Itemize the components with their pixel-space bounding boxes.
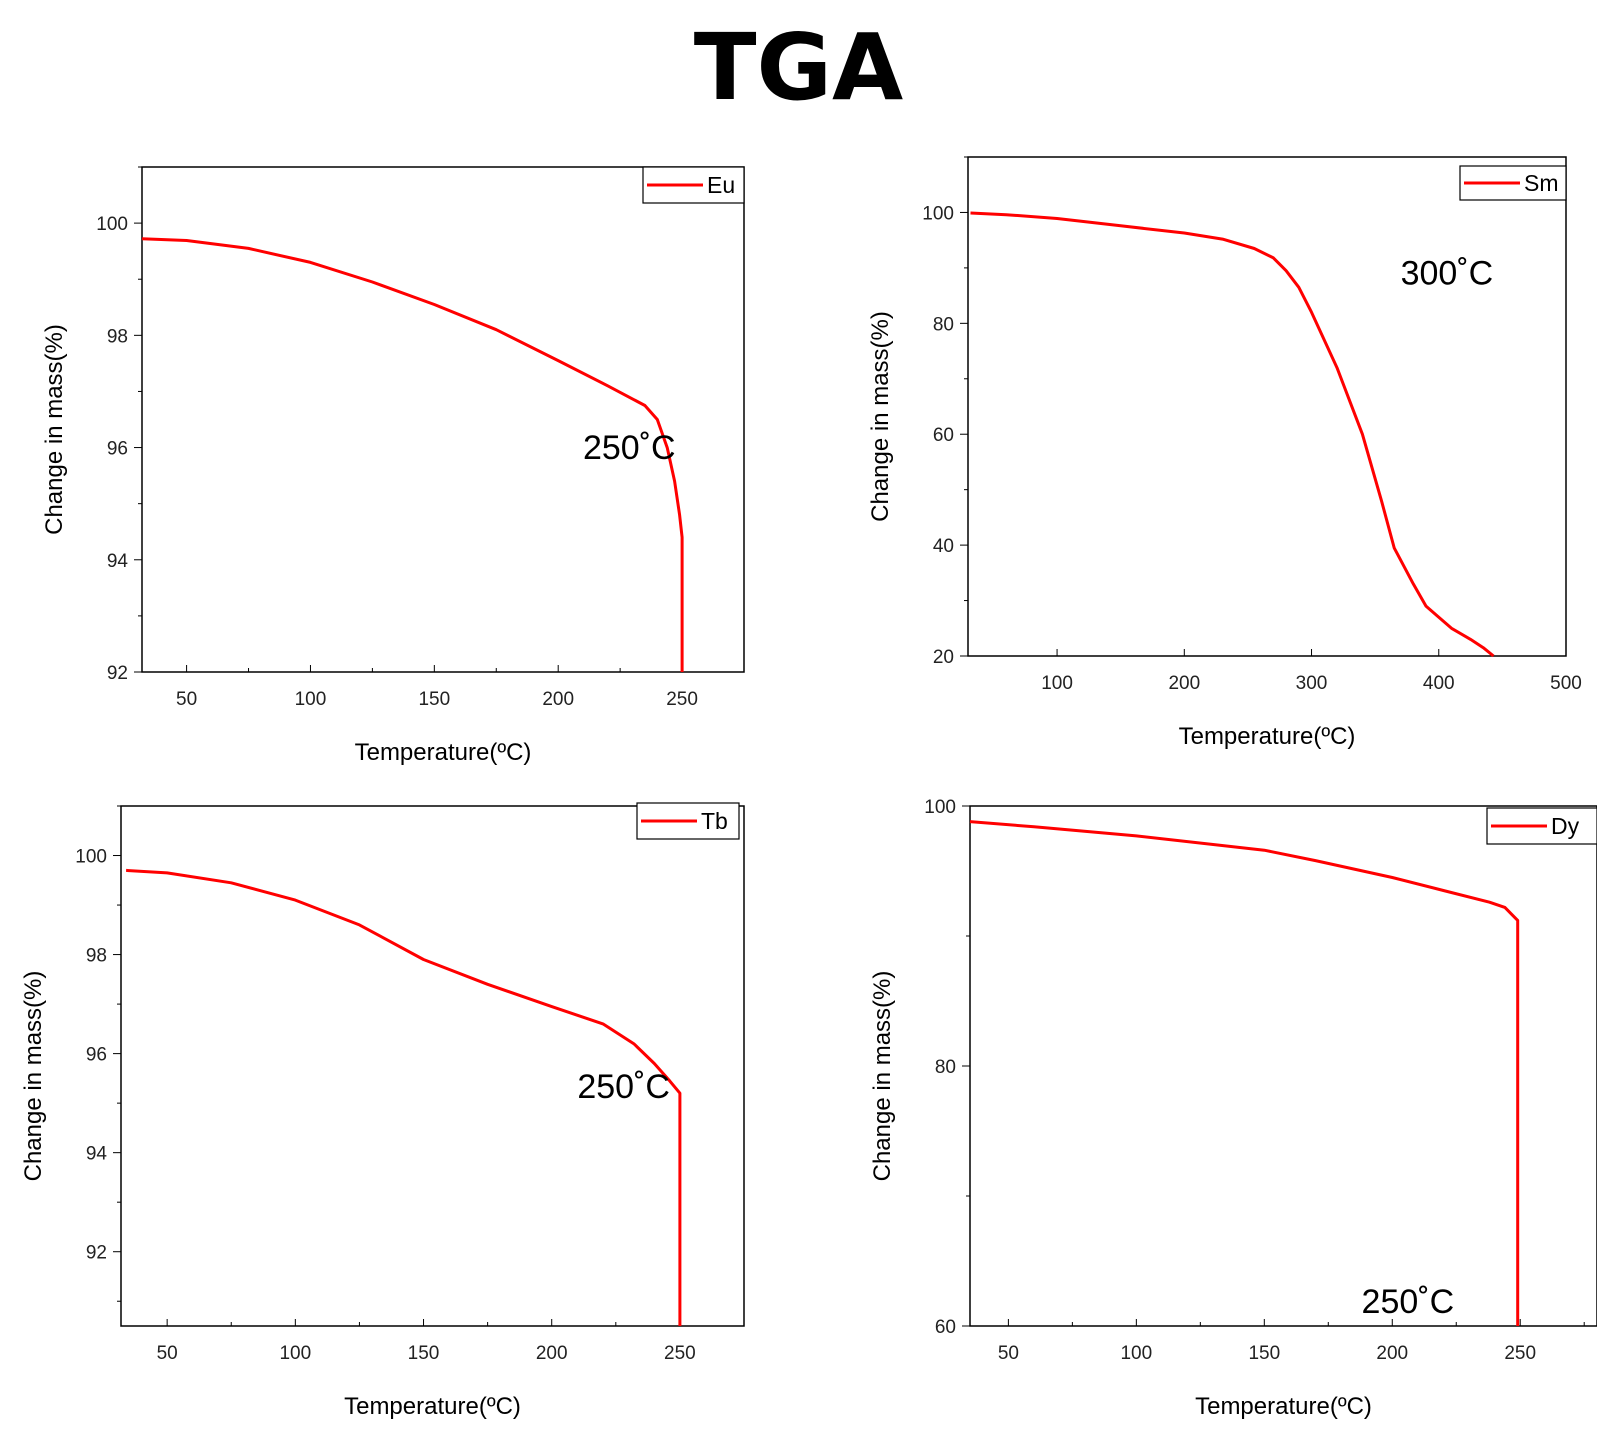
- chart-0-x-tick-label: 250: [666, 689, 698, 710]
- chart-3-legend-label: Dy: [1551, 813, 1580, 839]
- chart-0-x-tick-label: 200: [542, 689, 574, 710]
- chart-3-y-axis-title: Change in mass(%): [869, 971, 896, 1182]
- chart-0-x-tick-label: 100: [295, 689, 327, 710]
- chart-0-x-tick-label: 150: [418, 689, 450, 710]
- chart-2-legend-label: Tb: [701, 808, 728, 834]
- chart-1-legend-label: Sm: [1524, 170, 1559, 196]
- chart-2-y-tick-label: 92: [86, 1243, 107, 1264]
- chart-0-plot-frame: [141, 166, 745, 673]
- chart-2-plot-frame: [120, 805, 745, 1327]
- chart-0-legend-label: Eu: [707, 172, 735, 198]
- chart-1-x-tick-label: 200: [1168, 673, 1200, 694]
- chart-3-x-tick-label: 50: [998, 1343, 1019, 1364]
- chart-1-y-tick-label: 100: [922, 203, 954, 224]
- chart-1-annotation: 300˚C: [1401, 255, 1494, 293]
- chart-0-annotation: 250˚C: [583, 429, 676, 467]
- chart-0-series-eu-line: [141, 237, 684, 672]
- chart-3-x-tick-label: 250: [1504, 1343, 1536, 1364]
- chart-0-y-tick-label: 100: [96, 214, 128, 235]
- chart-1-x-tick-label: 300: [1296, 673, 1328, 694]
- chart-eu: 50 100 150 200 250 92 94 96 98 100 Temperature(ºC)…: [41, 166, 745, 766]
- chart-2-y-axis-title: Change in mass(%): [20, 971, 47, 1182]
- chart-0-y-tick-label: 96: [107, 439, 128, 460]
- chart-2-y-tick-label: 100: [75, 847, 107, 868]
- chart-1-x-axis-title: Temperature(ºC): [1179, 723, 1356, 750]
- chart-1-y-tick-label: 80: [933, 314, 954, 335]
- chart-0-y-tick-label: 92: [107, 663, 128, 684]
- chart-1-x-tick-label: 500: [1550, 673, 1582, 694]
- chart-2-x-tick-label: 100: [279, 1343, 311, 1364]
- chart-dy: 50 100 150 200 250 60 80 100 Temperature(ºC) Chan…: [869, 797, 1597, 1420]
- chart-1-series-sm-line: [970, 211, 1495, 658]
- chart-2-y-tick-label: 98: [86, 946, 107, 967]
- chart-3-x-tick-label: 100: [1120, 1343, 1152, 1364]
- chart-tb: 50 100 150 200 250 92 94 96 98 100 Temperature(ºC)…: [20, 802, 745, 1420]
- chart-3-plot-frame: [969, 805, 1597, 1327]
- chart-1-x-tick-label: 400: [1423, 673, 1455, 694]
- page-title: TGA: [693, 14, 904, 121]
- chart-1-y-axis-title: Change in mass(%): [867, 311, 894, 522]
- chart-1-y-tick-label: 40: [933, 536, 954, 557]
- chart-0-y-tick-label: 98: [107, 326, 128, 347]
- chart-sm: 100 200 300 400 500 20 40 60 80 100 Temperature(ºC…: [867, 156, 1582, 750]
- chart-2-x-tick-label: 200: [536, 1343, 568, 1364]
- chart-3-x-tick-label: 200: [1376, 1343, 1408, 1364]
- chart-2-x-axis-title: Temperature(ºC): [344, 1393, 521, 1420]
- chart-2-x-tick-label: 250: [664, 1343, 696, 1364]
- chart-3-y-tick-label: 60: [935, 1317, 956, 1338]
- chart-3-series-dy-line: [969, 820, 1520, 1326]
- chart-1-x-tick-label: 100: [1041, 673, 1073, 694]
- chart-3-x-tick-label: 150: [1248, 1343, 1280, 1364]
- chart-1-y-tick-label: 60: [933, 425, 954, 446]
- chart-3-y-tick-label: 80: [935, 1057, 956, 1078]
- chart-2-x-tick-label: 150: [408, 1343, 440, 1364]
- chart-1-plot-frame: [967, 156, 1567, 657]
- chart-3-x-axis-title: Temperature(ºC): [1195, 1393, 1372, 1420]
- chart-1-y-tick-label: 20: [933, 647, 954, 668]
- chart-0-y-axis-title: Change in mass(%): [41, 324, 68, 535]
- chart-0-y-tick-label: 94: [107, 551, 129, 572]
- chart-0-x-axis-title: Temperature(ºC): [355, 739, 532, 766]
- chart-0-x-tick-label: 50: [176, 689, 197, 710]
- chart-2-y-tick-label: 96: [86, 1045, 107, 1066]
- chart-3-y-tick-label: 100: [924, 797, 956, 818]
- chart-2-y-tick-label: 94: [86, 1144, 108, 1165]
- chart-3-annotation: 250˚C: [1362, 1283, 1455, 1321]
- chart-2-x-tick-label: 50: [157, 1343, 178, 1364]
- chart-2-series-tb-line: [126, 868, 682, 1326]
- chart-2-annotation: 250˚C: [577, 1068, 670, 1106]
